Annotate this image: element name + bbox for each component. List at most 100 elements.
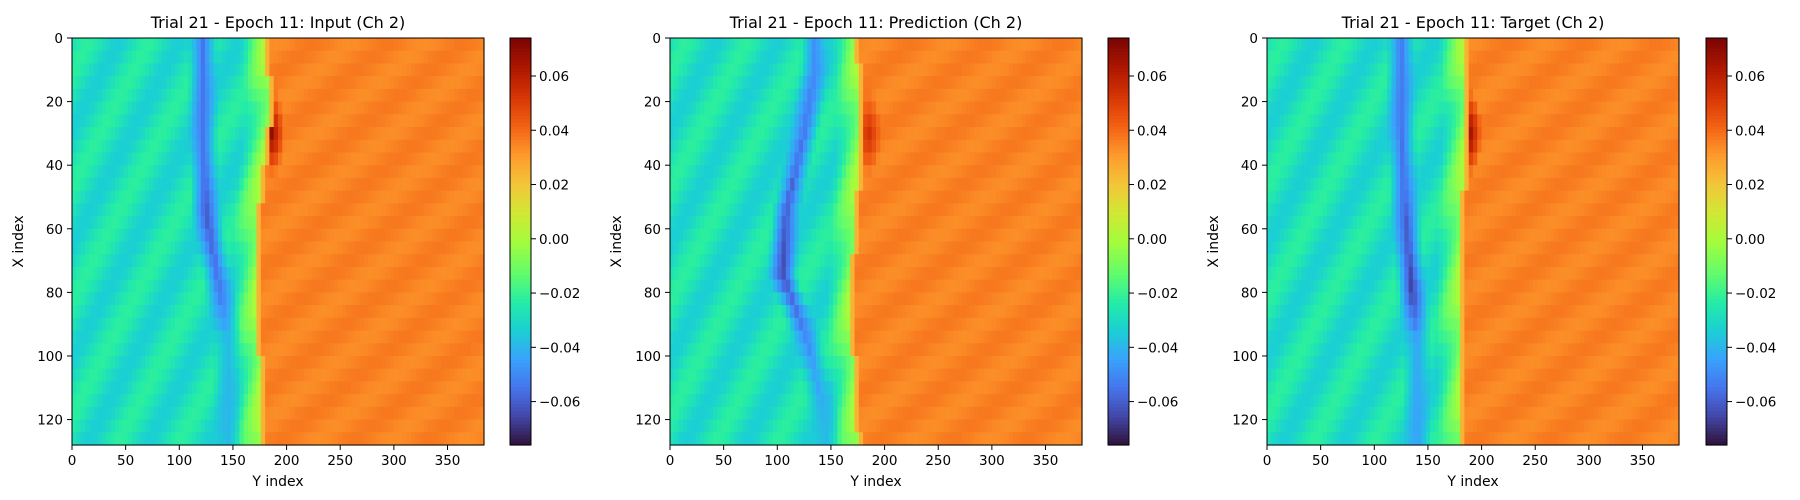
heatmap-cell: [944, 165, 950, 179]
heatmap-cell: [265, 355, 271, 370]
heatmap-cell: [192, 76, 198, 90]
heatmap-cell: [166, 343, 172, 357]
heatmap-cell: [393, 254, 399, 268]
heatmap-cell: [991, 228, 997, 243]
heatmap-cell: [329, 177, 335, 192]
heatmap-cell: [102, 139, 107, 154]
heatmap-cell: [192, 406, 198, 421]
heatmap-cell: [751, 177, 757, 192]
heatmap-cell: [338, 305, 343, 319]
heatmap-cell: [402, 190, 408, 204]
heatmap-cell: [127, 152, 133, 166]
heatmap-cell: [811, 114, 817, 128]
colorbar-segment: [510, 380, 531, 385]
heatmap-cell: [423, 330, 429, 344]
heatmap-cell: [303, 330, 309, 344]
heatmap-cell: [406, 139, 412, 154]
heatmap-cell: [406, 63, 412, 77]
heatmap-cell: [1047, 76, 1053, 90]
heatmap-cell: [458, 355, 464, 370]
heatmap-cell: [790, 165, 796, 179]
heatmap-cell: [863, 63, 869, 77]
colorbar-segment: [510, 299, 531, 304]
heatmap-cell: [901, 216, 907, 230]
heatmap-cell: [462, 88, 468, 103]
heatmap-cell: [144, 266, 150, 281]
heatmap-cell: [269, 190, 275, 204]
heatmap-cell: [102, 50, 107, 65]
colorbar-segment: [510, 221, 531, 226]
heatmap-cell: [260, 114, 266, 128]
heatmap-cell: [458, 292, 464, 306]
heatmap-cell: [325, 241, 331, 255]
heatmap-cell: [376, 368, 382, 383]
heatmap-cell: [1000, 190, 1006, 204]
heatmap-cell: [256, 38, 262, 52]
heatmap-cell: [755, 190, 761, 204]
heatmap-cell: [1026, 241, 1032, 255]
heatmap-cell: [153, 406, 159, 421]
heatmap-cell: [1009, 101, 1014, 115]
heatmap-cell: [717, 165, 723, 179]
heatmap-cell: [1017, 88, 1023, 103]
heatmap-cell: [751, 266, 757, 281]
heatmap-cell: [179, 432, 185, 446]
heatmap-cell: [157, 355, 163, 370]
heatmap-cell: [850, 177, 856, 192]
heatmap-cell: [751, 88, 757, 103]
heatmap-cell: [475, 114, 481, 128]
heatmap-cell: [764, 177, 770, 192]
heatmap-cell: [747, 63, 753, 77]
heatmap-cell: [213, 305, 219, 319]
heatmap-cell: [295, 355, 301, 370]
heatmap-cell: [794, 190, 800, 204]
heatmap-cell: [402, 419, 408, 433]
heatmap-cell: [102, 381, 107, 395]
heatmap-cell: [166, 406, 172, 421]
heatmap-cell: [265, 228, 271, 243]
heatmap-cell: [110, 266, 116, 281]
heatmap-cell: [402, 355, 408, 370]
heatmap-cell: [80, 305, 86, 319]
heatmap-cell: [144, 165, 150, 179]
heatmap-cell: [948, 127, 954, 141]
heatmap-cell: [704, 254, 710, 268]
heatmap-cell: [1034, 190, 1040, 204]
heatmap-cell: [144, 152, 150, 166]
heatmap-cell: [363, 305, 369, 319]
heatmap-cell: [162, 381, 168, 395]
heatmap-cell: [84, 292, 90, 306]
heatmap-cell: [730, 216, 735, 230]
heatmap-cell: [918, 190, 924, 204]
heatmap-cell: [316, 343, 322, 357]
heatmap-cell: [700, 152, 705, 166]
heatmap-cell: [260, 50, 266, 65]
heatmap-cell: [342, 254, 348, 268]
heatmap-cell: [888, 114, 894, 128]
heatmap-cell: [708, 63, 714, 77]
heatmap-cell: [466, 394, 472, 408]
heatmap-cell: [803, 254, 808, 268]
colorbar-segment: [510, 295, 531, 300]
heatmap-cell: [205, 343, 210, 357]
heatmap-cell: [790, 139, 796, 154]
heatmap-cell: [751, 216, 757, 230]
heatmap-cell: [196, 190, 202, 204]
heatmap-cell: [256, 190, 262, 204]
heatmap-cell: [312, 419, 318, 433]
heatmap-cell: [475, 165, 481, 179]
heatmap-cell: [76, 177, 82, 192]
heatmap-cell: [127, 394, 133, 408]
heatmap-cell: [828, 216, 834, 230]
heatmap-cell: [1030, 228, 1036, 243]
heatmap-cell: [127, 76, 133, 90]
heatmap-cell: [479, 406, 485, 421]
heatmap-cell: [940, 241, 946, 255]
heatmap-cell: [996, 101, 1002, 115]
heatmap-cell: [316, 203, 322, 217]
heatmap-cell: [466, 139, 472, 154]
heatmap-cell: [923, 127, 929, 141]
heatmap-cell: [725, 76, 731, 90]
heatmap-cell: [209, 241, 215, 255]
heatmap-cell: [153, 114, 159, 128]
